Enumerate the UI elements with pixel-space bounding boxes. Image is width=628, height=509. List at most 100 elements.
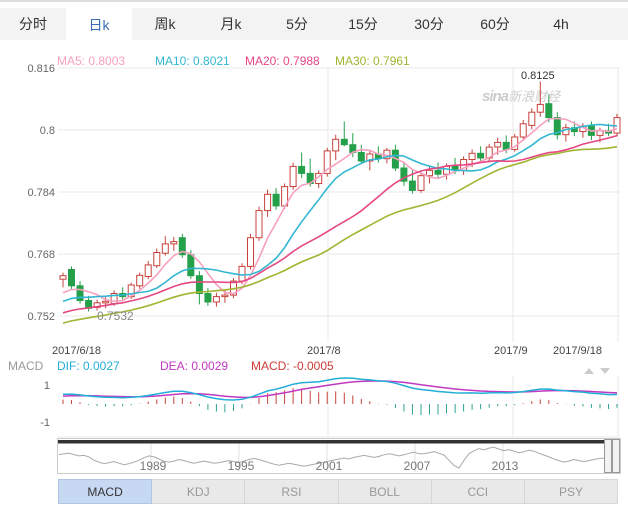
macd-legend: MACD DIF: 0.0027 DEA: 0.0029 MACD: -0.00… [0,359,628,373]
candle-body [519,123,527,138]
tab-kdj[interactable]: KDJ [152,479,246,504]
ma5-line [62,117,618,303]
candle-body [596,130,604,136]
ma30-line [62,145,618,324]
y-axis-tick: 0.752 [27,311,55,323]
tab-rsi[interactable]: RSI [245,479,339,504]
ma5-label: MA5: 0.8003 [57,54,126,68]
candle-body [426,169,433,177]
x-label-sep: 2017/9 [494,345,528,357]
candle-body [332,138,340,152]
ma-legend: MA5: 0.8003 MA10: 0.8021 MA20: 0.7988 MA… [0,54,628,68]
nav-range-bar[interactable] [58,440,604,444]
candle-body [511,136,519,150]
ma10-label: MA10: 0.8021 [155,54,230,68]
macd-y-tick: 1 [44,380,50,392]
tab-15min[interactable]: 15分 [348,16,378,32]
candle-body [238,265,246,282]
timeline-navigator[interactable]: 1989 1995 2001 2007 2013 [57,438,621,474]
indicator-tabbar: MACD KDJ RSI BOLL CCI PSY [58,479,619,504]
candle-body [247,237,254,267]
x-label-start: 2017/6/18 [52,345,101,357]
x-label-end: 2017/9/18 [553,345,602,357]
tab-monthly-k[interactable]: 月k [220,16,242,32]
ma30-label: MA30: 0.7961 [335,54,410,68]
nav-history-line [58,446,605,469]
candle-body [298,165,306,174]
nav-year-label: 1995 [228,459,255,473]
y-axis-tick: 0.768 [27,249,55,261]
candle-body [136,274,144,287]
tab-minute[interactable]: 分时 [19,16,47,32]
candle-body [102,300,110,304]
y-axis-tick: 0.784 [27,187,55,199]
nav-year-label: 2007 [404,459,431,473]
tab-weekly-k[interactable]: 周k [154,16,176,32]
ma20-line [62,134,618,314]
candle-body [161,243,169,254]
y-axis-tick: 0.8 [40,125,55,137]
candlestick-chart[interactable]: 0.816 0.8 0.784 0.768 0.752 0.8125 0.7532 [0,63,628,345]
high-price-annotation: 0.8125 [521,70,555,82]
x-label-aug: 2017/8 [307,345,341,357]
candle-body [170,241,178,245]
candle-body [340,138,348,146]
collapse-up-icon[interactable] [584,368,594,374]
tab-5min[interactable]: 5分 [286,16,308,32]
ma10-line [62,123,618,303]
candle-body [59,275,67,280]
candle-body [195,275,203,294]
dea-value-label: DEA: 0.0029 [160,359,229,373]
candle-body [264,193,272,212]
candle-body [528,111,536,126]
candle-body [357,152,365,162]
candle-body [144,264,152,277]
macd-panel[interactable]: 1 -1 [0,376,628,438]
candle-body [153,252,161,267]
candle-body [536,103,544,113]
nav-drag-handle[interactable] [612,439,620,473]
tab-4h[interactable]: 4h [553,16,569,32]
tab-daily-k[interactable]: 日k [66,8,132,46]
expand-down-icon[interactable] [600,368,610,374]
nav-year-label: 2013 [492,459,519,473]
candle-body [494,141,502,148]
candle-body [76,285,84,302]
candle-body [187,254,195,277]
candle-body [323,150,331,174]
candle-body [443,165,450,175]
x-axis-labels: 2017/6/18 2017/8 2017/9 2017/9/18 [0,345,628,358]
candle-body [545,103,553,119]
dif-value-label: DIF: 0.0027 [57,359,120,373]
tab-60min[interactable]: 60分 [480,16,510,32]
tab-cci[interactable]: CCI [431,479,525,504]
low-price-annotation: 0.7532 [97,309,134,323]
candle-body [289,165,297,188]
dea-line [62,380,618,399]
candle-body [255,210,263,239]
nav-year-label: 1989 [140,459,167,473]
period-tabbar: 分时 日k 周k 月k 5分 15分 30分 60分 4h [0,8,628,46]
tab-psy[interactable]: PSY [524,479,619,504]
candle-body [272,193,280,207]
macd-y-tick: -1 [40,417,50,429]
tab-boll[interactable]: BOLL [338,479,432,504]
tab-30min[interactable]: 30分 [414,16,444,32]
ma20-label: MA20: 0.7988 [245,54,320,68]
candle-body [400,167,408,182]
candle-body [434,169,442,175]
candle-body [366,153,374,162]
top-divider [0,0,628,2]
candle-body [477,152,485,159]
candle-body [408,180,416,191]
candle-body [68,269,75,287]
tab-macd[interactable]: MACD [58,479,153,504]
candle-body [221,294,229,298]
nav-drag-handle[interactable] [604,439,612,473]
y-axis-tick: 0.816 [27,64,55,75]
sina-watermark: sina新浪财经 [482,88,561,105]
candle-body [417,175,425,191]
candle-body [204,293,212,303]
nav-year-label: 2001 [316,459,343,473]
